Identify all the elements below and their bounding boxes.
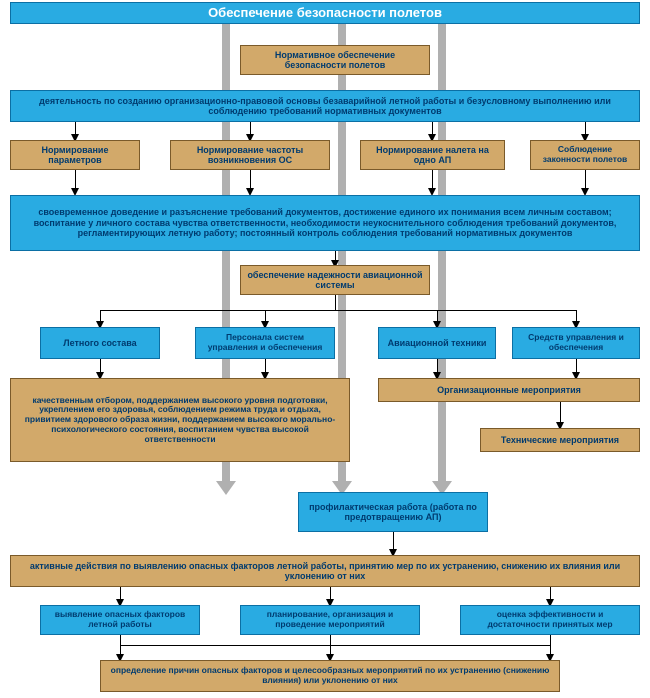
connector-line: [100, 310, 576, 311]
connector-line: [120, 645, 550, 646]
node-tech: Технические мероприятия: [480, 428, 640, 452]
connector-line: [437, 310, 438, 321]
node-kach: качественным отбором, поддержанием высок…: [10, 378, 350, 462]
connector-line: [100, 310, 101, 321]
connector-line: [576, 310, 577, 321]
node-r1d: Соблюдение законности полетов: [530, 140, 640, 170]
node-r1a: Нормирование параметров: [10, 140, 140, 170]
connector-line: [75, 122, 76, 134]
connector-line: [432, 122, 433, 134]
node-r3b: планирование, организация и проведение м…: [240, 605, 420, 635]
connector-line: [393, 532, 394, 549]
connector-line: [100, 359, 101, 372]
connector-line: [550, 635, 551, 654]
connector-line: [585, 122, 586, 134]
connector-line: [265, 359, 266, 372]
connector-line: [265, 310, 266, 321]
node-r2d: Средств управления и обеспечения: [512, 327, 640, 359]
connector-line: [437, 359, 438, 372]
node-deyat: деятельность по созданию организационно-…: [10, 90, 640, 122]
node-r2c: Авиационной техники: [378, 327, 496, 359]
node-obesN: обеспечение надежности авиационной систе…: [240, 265, 430, 295]
connector-line: [585, 170, 586, 188]
connector-line: [560, 402, 561, 422]
node-prof: профилактическая работа (работа по предо…: [298, 492, 488, 532]
node-aktiv: активные действия по выявлению опасных ф…: [10, 555, 640, 587]
connector-line: [250, 170, 251, 188]
connector-line: [120, 587, 121, 599]
node-r1c: Нормирование налета на одно АП: [360, 140, 505, 170]
connector-line: [330, 587, 331, 599]
connector-line: [550, 587, 551, 599]
flow-arrow-head: [216, 481, 236, 495]
node-svoe: своевременное доведение и разъяснение тр…: [10, 195, 640, 251]
node-r3a: выявление опасных факторов летной работы: [40, 605, 200, 635]
node-r1b: Нормирование частоты возникновения ОС: [170, 140, 330, 170]
node-norm: Нормативное обеспечение безопасности пол…: [240, 45, 430, 75]
node-title: Обеспечение безопасности полетов: [10, 2, 640, 24]
node-opred: определение причин опасных факторов и це…: [100, 660, 560, 692]
node-r2a: Летного состава: [40, 327, 160, 359]
connector-line: [75, 170, 76, 188]
node-org: Организационные мероприятия: [378, 378, 640, 402]
connector-line: [335, 295, 336, 310]
node-r2b: Персонала систем управления и обеспечени…: [195, 327, 335, 359]
connector-line: [576, 359, 577, 372]
connector-line: [250, 122, 251, 134]
node-r3c: оценка эффективности и достаточности при…: [460, 605, 640, 635]
connector-line: [432, 170, 433, 188]
